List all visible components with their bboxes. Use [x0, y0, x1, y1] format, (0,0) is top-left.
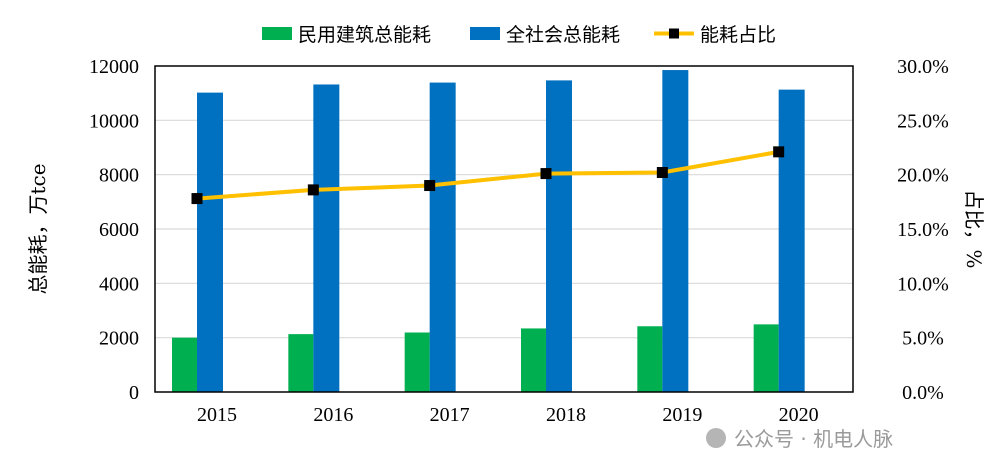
y2-tick-label: 30.0%: [897, 56, 949, 78]
x-tick-label: 2015: [197, 404, 237, 426]
watermark-text: 公众号 · 机电人脉: [734, 427, 893, 449]
bars: [172, 70, 805, 393]
y-tick-label: 10000: [89, 110, 139, 132]
y-tick-label: 8000: [99, 165, 139, 187]
legend-swatch-marker: [669, 28, 679, 39]
y2-tick-label: 10.0%: [897, 273, 949, 295]
bar-民用建筑总能耗: [753, 324, 779, 392]
legend-swatch-blue: [470, 27, 500, 40]
x-axis-ticks: 2015 2016 2017 2018 2019 2020: [197, 404, 819, 426]
ratio-line: [191, 146, 785, 205]
line-marker: [307, 184, 319, 196]
y2-tick-label: 15.0%: [897, 219, 949, 241]
bar-全社会总能耗: [778, 89, 805, 392]
bar-全社会总能耗: [429, 82, 456, 393]
bar-全社会总能耗: [197, 92, 223, 392]
x-tick-label: 2016: [313, 404, 353, 426]
bar-民用建筑总能耗: [404, 332, 430, 392]
legend-label-0: 民用建筑总能耗: [298, 24, 431, 46]
plot-frame: [154, 65, 854, 393]
x-tick-label: 2017: [430, 404, 470, 426]
y2-axis-ticks: 0.0% 5.0% 10.0% 15.0% 20.0% 25.0% 30.0%: [897, 56, 949, 404]
bar-民用建筑总能耗: [172, 337, 197, 392]
y2-tick-label: 25.0%: [897, 110, 949, 132]
watermark: 公众号 · 机电人脉: [706, 427, 893, 449]
y-axis-title: 总能耗，万tce: [26, 163, 50, 294]
y2-tick-label: 0.0%: [902, 382, 944, 404]
line-marker: [191, 193, 203, 205]
x-tick-label: 2020: [779, 404, 819, 426]
wechat-icon: [706, 428, 726, 448]
bar-全社会总能耗: [662, 70, 689, 392]
x-tick-label: 2018: [546, 404, 586, 426]
legend-label-1: 全社会总能耗: [506, 24, 620, 46]
bar-民用建筑总能耗: [521, 328, 546, 392]
y-axis-ticks: 0 2000 4000 6000 8000 10000 12000: [89, 56, 139, 404]
bar-民用建筑总能耗: [288, 334, 314, 392]
y-tick-label: 6000: [99, 219, 139, 241]
y2-tick-label: 20.0%: [897, 165, 949, 187]
legend: 民用建筑总能耗 全社会总能耗 能耗占比: [262, 24, 776, 46]
y-tick-label: 12000: [89, 56, 139, 78]
bar-全社会总能耗: [546, 80, 572, 393]
y2-tick-label: 5.0%: [902, 328, 944, 350]
bar-全社会总能耗: [313, 84, 340, 393]
y2-axis-title: 占比，%: [962, 189, 986, 268]
line-path: [196, 149, 780, 201]
line-marker: [773, 146, 785, 158]
line-marker: [424, 180, 436, 192]
line-marker: [540, 168, 552, 180]
y-tick-label: 2000: [99, 328, 139, 350]
y-tick-label: 4000: [99, 273, 139, 295]
gridlines: [155, 119, 853, 339]
line-marker: [656, 166, 668, 178]
x-tick-label: 2019: [662, 404, 702, 426]
bar-民用建筑总能耗: [637, 326, 663, 392]
y-tick-label: 0: [129, 382, 139, 404]
legend-label-2: 能耗占比: [700, 24, 776, 46]
legend-swatch-green: [262, 27, 292, 40]
